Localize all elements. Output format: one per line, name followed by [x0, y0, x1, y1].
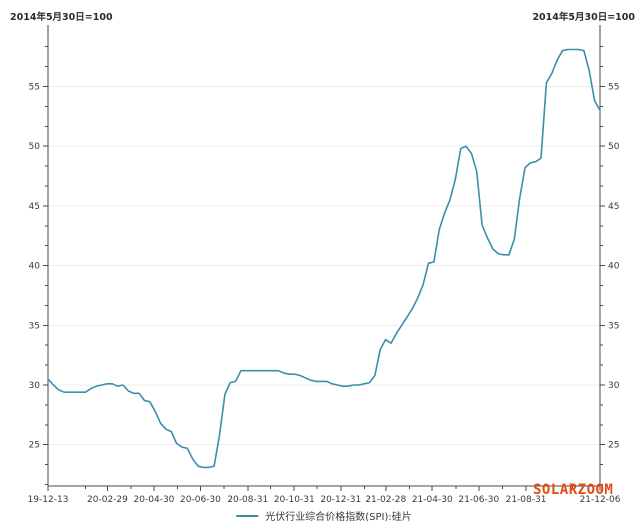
- y-tick-label-left: 40: [29, 262, 41, 272]
- x-tick-label: 20-08-31: [227, 495, 268, 505]
- y-tick-label-right: 55: [608, 82, 619, 92]
- x-tick-label: 20-04-30: [134, 495, 175, 505]
- legend-label: 光伏行业综合价格指数(SPI):硅片: [265, 512, 412, 523]
- x-tick-label: 20-12-31: [320, 495, 361, 505]
- x-tick-label: 21-02-28: [365, 495, 406, 505]
- y-tick-label-left: 30: [29, 381, 41, 391]
- y-tick-label-right: 50: [608, 142, 620, 152]
- base-index-note-right: 2014年5月30日=100: [532, 12, 635, 23]
- y-tick-label-right: 45: [608, 202, 619, 212]
- y-tick-label-left: 25: [29, 441, 40, 451]
- base-index-note-left: 2014年5月30日=100: [10, 12, 113, 23]
- x-tick-label: 21-06-30: [458, 495, 499, 505]
- y-tick-label-right: 40: [608, 262, 620, 272]
- x-tick-label: 20-10-31: [274, 495, 315, 505]
- y-tick-label-right: 35: [608, 321, 619, 331]
- legend: 光伏行业综合价格指数(SPI):硅片: [236, 508, 412, 523]
- solarzoom-watermark: SOLARZOOM: [533, 482, 614, 498]
- y-tick-label-left: 35: [29, 321, 40, 331]
- y-tick-label-left: 55: [29, 82, 40, 92]
- x-tick-label: 21-04-30: [412, 495, 453, 505]
- x-tick-label: 21-08-31: [506, 495, 547, 505]
- y-tick-label-left: 50: [29, 142, 41, 152]
- y-tick-label-right: 30: [608, 381, 620, 391]
- x-tick-label: 21-12-06: [580, 495, 621, 505]
- x-tick-label: 19-12-13: [28, 495, 69, 505]
- y-tick-label-left: 45: [29, 202, 40, 212]
- y-tick-label-right: 25: [608, 441, 619, 451]
- price-index-line: [47, 48, 601, 469]
- legend-line-swatch-icon: [236, 514, 259, 517]
- x-tick-label: 20-02-29: [87, 495, 128, 505]
- x-tick-label: 20-06-30: [180, 495, 221, 505]
